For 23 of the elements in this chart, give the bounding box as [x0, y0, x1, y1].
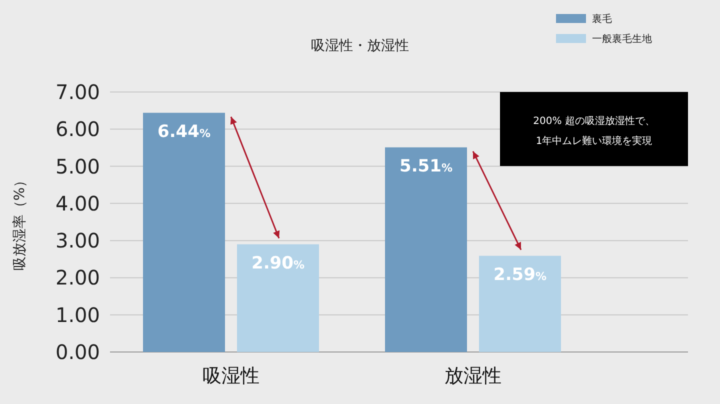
data-label: 6.44%: [158, 122, 210, 142]
bar: [143, 112, 225, 352]
x-tick-label: 吸湿性: [202, 365, 260, 387]
y-tick-label: 5.00: [55, 154, 100, 178]
y-axis-title: 吸放湿率（%）: [12, 173, 28, 271]
bar: [237, 244, 319, 352]
y-tick-label: 1.00: [55, 302, 100, 327]
annotation: 200% 超の吸湿放湿性で、 1年中ムレ難い環境を実現: [533, 115, 655, 147]
y-tick-label: 3.00: [55, 228, 100, 253]
y-tick-label: 7.00: [55, 80, 100, 104]
bar: [479, 256, 561, 352]
data-label: 5.51%: [400, 156, 452, 176]
data-label: 2.90%: [252, 253, 304, 274]
x-tick-label: 放湿性: [444, 365, 502, 387]
y-tick-label: 0.00: [55, 340, 100, 364]
y-tick-label: 6.00: [55, 117, 100, 142]
data-label: 2.59%: [494, 264, 546, 285]
y-tick-label: 2.00: [55, 266, 100, 290]
legend-label: 裏毛: [592, 13, 612, 25]
y-tick-label: 4.00: [55, 191, 100, 216]
legend-label: 一般裏毛生地: [592, 33, 652, 45]
bar: [385, 147, 467, 352]
chart-title: 吸湿性・放湿性: [311, 38, 409, 54]
